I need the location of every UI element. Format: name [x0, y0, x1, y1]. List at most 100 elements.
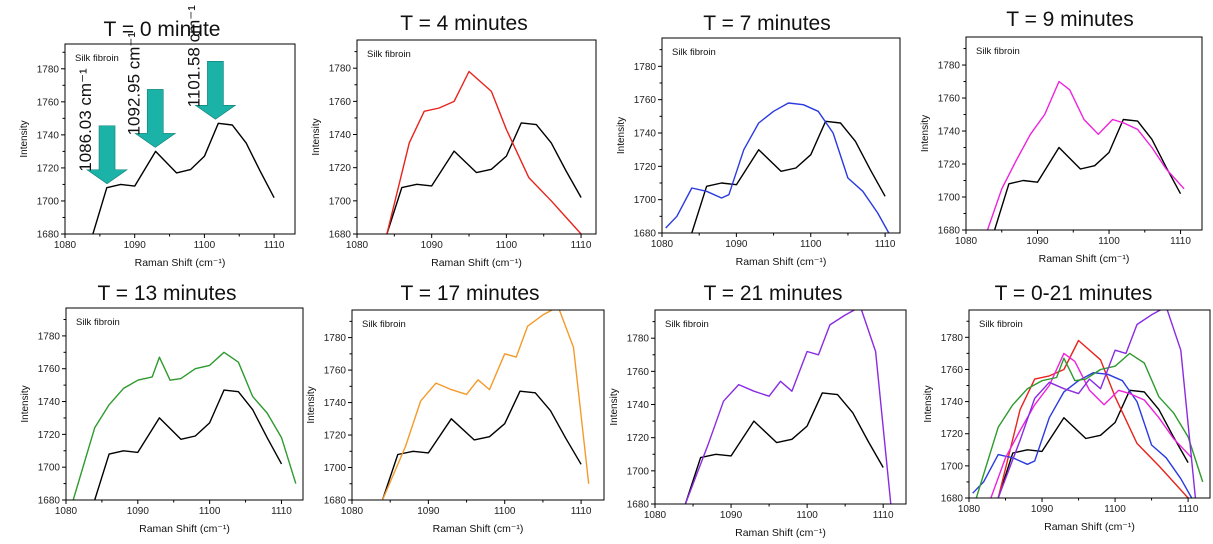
y-tick-label: 1760 [324, 366, 347, 377]
y-axis-label: Intensity [20, 385, 31, 422]
chart-svg: 1080 1090 1100 1110 1680 1700 1720 1740 1760 1780… [19, 5, 296, 269]
y-tick-label: 1740 [627, 400, 650, 411]
series-line [986, 80, 1185, 230]
chart-title: T = 9 minutes [1006, 8, 1134, 31]
series-line [665, 102, 890, 233]
x-tick-label: 1090 [124, 240, 147, 251]
x-tick-label: 1110 [875, 239, 896, 250]
y-axis-label: Intensity [19, 120, 30, 157]
y-tick-label: 1780 [329, 64, 352, 75]
y-tick-label: 1680 [329, 230, 352, 241]
x-tick-label: 1110 [1178, 504, 1199, 515]
plot-frame [661, 37, 901, 234]
y-tick-label: 1720 [634, 162, 657, 173]
x-tick-label: 1080 [346, 240, 369, 251]
series-line [691, 120, 886, 233]
x-tick-label: 1100 [194, 240, 216, 251]
series-line [72, 351, 297, 500]
y-tick-label: 1780 [941, 333, 964, 344]
x-tick-label: 1080 [958, 504, 981, 515]
plot-frame [351, 309, 605, 501]
y-tick-label: 1700 [38, 463, 61, 474]
series-line [684, 310, 892, 504]
x-axis-label: Raman Shift (cm⁻¹) [431, 257, 522, 269]
y-axis-label: Intensity [609, 388, 620, 425]
x-tick-label: 1100 [1098, 236, 1120, 247]
chart-title: T = 17 minutes [400, 282, 540, 305]
y-tick-label: 1680 [634, 229, 657, 240]
y-tick-label: 1740 [38, 397, 61, 408]
x-tick-label: 1110 [571, 506, 592, 517]
chart-title: T = 7 minutes [703, 12, 831, 35]
annotation-silk-fibroin: Silk fibroin [979, 319, 1023, 330]
x-tick-label: 1090 [421, 240, 444, 251]
x-tick-label: 1080 [651, 239, 674, 250]
y-tick-label: 1700 [329, 196, 352, 207]
y-axis-label: Intensity [923, 385, 934, 422]
y-tick-label: 1780 [938, 61, 961, 72]
x-tick-label: 1100 [800, 239, 822, 250]
y-tick-label: 1740 [941, 397, 964, 408]
series-line [997, 339, 1189, 498]
x-axis-label: Raman Shift (cm⁻¹) [433, 523, 524, 535]
y-tick-label: 1720 [38, 430, 61, 441]
y-tick-label: 1740 [329, 130, 352, 141]
x-axis-label: Raman Shift (cm⁻¹) [735, 527, 826, 539]
x-tick-label: 1090 [1031, 504, 1054, 515]
y-tick-label: 1680 [38, 496, 61, 507]
y-tick-label: 1780 [627, 334, 650, 345]
series-line [386, 122, 582, 234]
y-tick-label: 1700 [938, 193, 961, 204]
x-tick-label: 1080 [54, 240, 77, 251]
x-tick-label: 1100 [1104, 504, 1126, 515]
peak-label: 1092.95 cm⁻¹ [124, 32, 143, 136]
peak-arrow [86, 125, 128, 185]
chart-panel-t0: T = 0 minute 1080 1090 1100 1110 1680 1700 172… [5, 5, 301, 280]
chart-title: T = 21 minutes [703, 282, 843, 305]
x-tick-label: 1110 [271, 506, 292, 517]
x-axis-label: Raman Shift (cm⁻¹) [139, 523, 230, 535]
chart-title: T = 0-21 minutes [994, 282, 1153, 305]
x-tick-label: 1110 [1170, 236, 1191, 247]
annotation-silk-fibroin: Silk fibroin [367, 49, 411, 60]
y-tick-label: 1720 [941, 429, 964, 440]
chart-svg: 1080 1090 1100 1110 1680 1700 1720 1740 1760 1780… [920, 36, 1203, 265]
y-tick-label: 1760 [38, 364, 61, 375]
plot-frame [965, 36, 1203, 231]
series-line [381, 390, 582, 500]
y-tick-label: 1760 [941, 365, 964, 376]
x-tick-label: 1100 [494, 506, 516, 517]
x-axis-label: Raman Shift (cm⁻¹) [135, 257, 226, 269]
chart-svg: 1080 1090 1100 1110 1680 1700 1720 1740 1760 1780… [609, 309, 907, 539]
y-axis-label: Intensity [920, 115, 931, 152]
series-line [997, 310, 1197, 498]
plot-frame [654, 309, 907, 505]
plot-frame [64, 43, 296, 235]
chart-title: T = 13 minutes [97, 282, 237, 305]
y-tick-label: 1720 [324, 431, 347, 442]
y-tick-label: 1740 [938, 127, 961, 138]
y-tick-label: 1760 [634, 95, 657, 106]
x-tick-label: 1080 [341, 506, 364, 517]
x-axis-label: Raman Shift (cm⁻¹) [736, 256, 827, 268]
x-tick-label: 1090 [417, 506, 440, 517]
x-tick-label: 1100 [496, 240, 518, 251]
chart-panel-t21: T = 21 minutes 1080 1090 1100 1110 1680 1700 1… [609, 282, 912, 544]
plot-frame [356, 39, 597, 235]
series-line [997, 389, 1189, 498]
series-line [990, 352, 1193, 498]
chart-panel-t0-21: T = 0-21 minutes 1080 1090 1100 1110 1680 170… [914, 282, 1213, 544]
x-axis-label: Raman Shift (cm⁻¹) [1044, 521, 1135, 533]
chart-title: T = 4 minutes [400, 12, 528, 35]
y-tick-label: 1740 [634, 129, 657, 140]
x-tick-label: 1080 [955, 236, 978, 247]
peak-arrow [134, 89, 177, 148]
y-tick-label: 1740 [324, 398, 347, 409]
chart-panel-t4: T = 4 minutes 1080 1090 1100 1110 1680 1700 17… [302, 12, 604, 280]
y-tick-label: 1700 [37, 196, 60, 207]
x-tick-label: 1110 [571, 240, 592, 251]
y-tick-label: 1720 [37, 163, 60, 174]
y-tick-label: 1720 [627, 433, 650, 444]
chart-svg: 1080 1090 1100 1110 1680 1700 1720 1740 1760 1780… [616, 37, 901, 268]
series-line [92, 122, 275, 234]
